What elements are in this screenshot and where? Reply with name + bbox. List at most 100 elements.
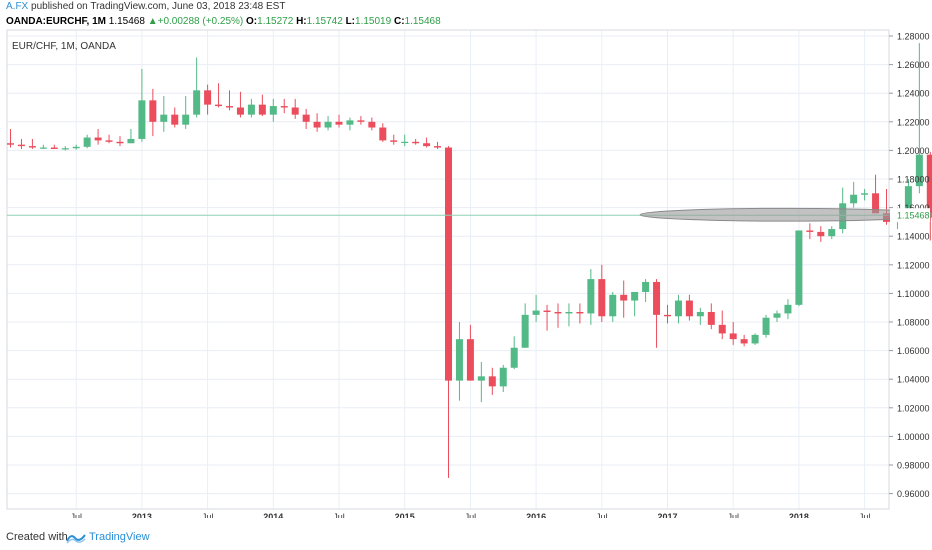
candle-body [565, 311, 573, 314]
overlay [7, 207, 932, 222]
tradingview-logo-icon[interactable] [66, 531, 86, 549]
candle-body [587, 279, 595, 314]
candle-body [477, 376, 485, 381]
last-price-label-bg [890, 208, 930, 223]
x-tick-label: 2017 [657, 512, 677, 518]
candle-body [149, 100, 157, 122]
candle-body [258, 104, 266, 115]
candle-body [335, 121, 343, 125]
published-text: published on TradingView.com, June 03, 2… [31, 1, 286, 12]
candle-body [861, 193, 869, 195]
candle-body [598, 279, 606, 317]
candle-body [423, 143, 431, 147]
candle-body [773, 313, 781, 318]
candle-body [872, 193, 880, 214]
chart-label: EUR/CHF, 1M, OANDA [12, 41, 116, 52]
open-label: O: [246, 16, 258, 27]
candle-body [751, 334, 759, 344]
x-tick-label: Jul [727, 512, 739, 518]
y-tick-label: 1.12000 [897, 260, 930, 270]
y-tick-label: 1.26000 [897, 60, 930, 70]
candle-body [17, 144, 25, 147]
candle-body [412, 141, 420, 144]
candle-body [346, 120, 354, 125]
x-tick-label: Jul [859, 512, 871, 518]
candle-body [83, 137, 91, 147]
candle-body [379, 127, 387, 141]
candle-body [740, 339, 748, 344]
candle-body [904, 186, 912, 214]
candle-body [674, 300, 682, 317]
price-axis[interactable]: 1.28000 1.26000 1.24000 1.22000 1.20000 1.180… [889, 32, 930, 500]
symbol-name: OANDA:EURCHF, 1M [6, 16, 106, 27]
y-tick-label: 0.98000 [897, 461, 930, 471]
candle-body [215, 104, 223, 107]
x-tick-label: 2014 [263, 512, 283, 518]
x-tick-label: 2016 [526, 512, 546, 518]
candle-body [434, 146, 442, 148]
x-tick-label: 2018 [789, 512, 809, 518]
x-tick-label: 2013 [132, 512, 152, 518]
candle-body [61, 148, 69, 150]
y-tick-label: 1.14000 [897, 232, 930, 242]
candle-body [762, 317, 770, 335]
candle-body [499, 367, 507, 387]
candle-body [28, 146, 36, 148]
candle-body [609, 294, 617, 317]
y-tick-label: 1.18000 [897, 175, 930, 185]
candle-body [926, 154, 932, 218]
candle-body [510, 347, 518, 368]
open-value: 1.15272 [257, 16, 294, 27]
candle-body [236, 107, 244, 115]
candle-body [795, 230, 803, 305]
candle-body [707, 311, 715, 325]
y-tick-label: 1.28000 [897, 32, 930, 42]
author-link[interactable]: A.FX [6, 1, 29, 12]
x-tick-label: Jul [465, 512, 477, 518]
ellipse-annotation [639, 207, 932, 222]
candle-body [817, 231, 825, 237]
candle-body [247, 104, 255, 115]
tradingview-brand-link[interactable]: TradingView [89, 531, 150, 543]
candle-body [828, 229, 836, 237]
candle-body [445, 147, 452, 381]
time-axis[interactable]: Jul 2013 Jul 2014 Jul 2015 Jul 2016 Jul 2017 Jul 20… [70, 512, 870, 518]
candle-body [127, 138, 135, 144]
candle-body [488, 376, 496, 387]
candle-body [729, 333, 737, 340]
candle-body [718, 324, 726, 334]
candle-body [466, 339, 474, 381]
candle-body [50, 147, 58, 149]
candle-body [313, 121, 321, 128]
up-arrow-icon: ▲ [147, 16, 158, 27]
candle-body [160, 114, 168, 122]
candle-body [532, 310, 540, 315]
y-tick-label: 1.08000 [897, 318, 930, 328]
candle-body [105, 140, 113, 142]
candle-body [116, 141, 124, 144]
candle-body [521, 314, 529, 348]
candle-body [784, 304, 792, 314]
high-label: H: [296, 16, 307, 27]
y-tick-label: 1.06000 [897, 346, 930, 356]
candle-body [291, 107, 299, 115]
y-tick-label: 1.20000 [897, 146, 930, 156]
y-tick-label: 0.96000 [897, 489, 930, 499]
candle-body [302, 114, 310, 122]
candle-body [72, 146, 80, 149]
y-tick-label: 1.22000 [897, 117, 930, 127]
candle-body [368, 121, 376, 128]
x-tick-label: 2015 [395, 512, 415, 518]
high-value: 1.15742 [306, 16, 343, 27]
price-chart[interactable]: EUR/CHF, 1M, OANDA 1.28000 1.26000 1.24000… [0, 0, 932, 518]
symbol-info: OANDA:EURCHF, 1M 1.15468 ▲+0.00288 (+0.2… [6, 16, 441, 27]
candle-body [664, 314, 671, 317]
change-value: +0.00288 (+0.25%) [157, 16, 244, 27]
x-tick-label: Jul [70, 512, 82, 518]
candle-body [182, 114, 190, 125]
x-tick-label: Jul [333, 512, 345, 518]
candle-body [685, 300, 693, 317]
candle-body [642, 281, 650, 292]
plot-frame [6, 29, 890, 510]
candle-body [576, 311, 584, 314]
